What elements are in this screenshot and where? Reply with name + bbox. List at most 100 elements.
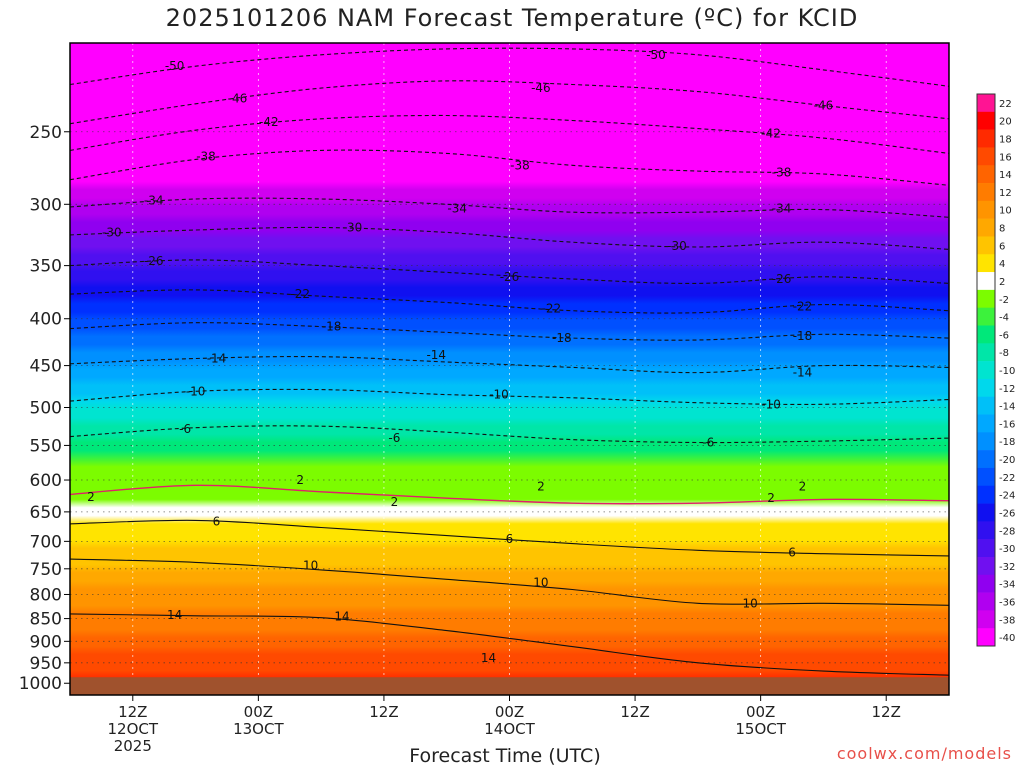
colorbar-label: -14 <box>999 402 1015 413</box>
colorbar-swatch <box>977 556 995 576</box>
colorbar-label: 22 <box>999 99 1012 110</box>
colorbar-label: -34 <box>999 580 1015 591</box>
contour-label: -46 <box>531 81 551 95</box>
colorbar-swatch <box>977 236 995 255</box>
colorbar-label: -32 <box>999 562 1015 573</box>
isotherm-6 <box>70 519 949 557</box>
credit-text: coolwx.com/models <box>836 744 1012 763</box>
colorbar-swatch <box>977 289 995 308</box>
colorbar-label: -16 <box>999 419 1015 430</box>
colorbar-swatch <box>977 361 995 380</box>
contour-label: -10 <box>489 388 509 402</box>
contour-label: 10 <box>303 559 318 573</box>
contour-label: -42 <box>259 115 279 129</box>
contour-label: -18 <box>793 329 813 343</box>
contour-label: -46 <box>814 98 834 112</box>
contour-label: -22 <box>290 287 310 301</box>
colorbar-swatch <box>977 592 995 611</box>
x-tick-label: 12Z <box>369 703 398 721</box>
colorbar-label: -10 <box>999 366 1015 377</box>
isotherm--38 <box>70 149 949 186</box>
isotherm--42 <box>70 114 949 154</box>
colorbar-swatch <box>977 343 995 362</box>
colorbar-label: -24 <box>999 491 1015 502</box>
contour-label: 2 <box>767 491 775 505</box>
colorbar-label: 6 <box>999 241 1005 252</box>
colorbar-label: 8 <box>999 224 1005 235</box>
colorbar-label: 4 <box>999 259 1005 270</box>
x-tick-label: 00Z <box>244 703 273 721</box>
contour-label: -38 <box>196 149 216 163</box>
contour-label: -34 <box>144 193 164 207</box>
x-axis-label: Forecast Time (UTC) <box>409 745 601 767</box>
colorbar-swatch <box>977 610 995 629</box>
contour-label: -14 <box>207 351 227 365</box>
y-tick-label: 600 <box>30 471 62 491</box>
contour-label: -50 <box>646 48 666 62</box>
colorbar-label: 12 <box>999 188 1012 199</box>
colorbar-label: -38 <box>999 615 1015 626</box>
contour-label: -22 <box>793 300 813 314</box>
colorbar-swatch <box>977 272 995 291</box>
colorbar-label: -4 <box>999 313 1009 324</box>
colorbar-swatch <box>977 111 995 130</box>
y-tick-label: 1000 <box>19 674 62 694</box>
colorbar-label: 20 <box>999 117 1012 128</box>
contour-label: 2 <box>391 495 399 509</box>
contour-label: 14 <box>481 651 496 665</box>
colorbar-label: 16 <box>999 152 1012 163</box>
contour-label: 2 <box>87 490 95 504</box>
colorbar-swatch <box>977 467 995 487</box>
contour-label: -34 <box>772 201 792 215</box>
x-tick-label: 15OCT <box>735 720 786 738</box>
colorbar-label: -12 <box>999 384 1015 395</box>
colorbar-swatch <box>977 396 995 415</box>
contour-label: 6 <box>213 515 221 529</box>
colorbar-swatch <box>977 503 995 522</box>
colorbar-label: -6 <box>999 330 1009 341</box>
colorbar-label: -18 <box>999 437 1015 448</box>
x-tick-label: 13OCT <box>233 720 284 738</box>
colorbar-swatch <box>977 574 995 593</box>
contour-label: 2 <box>799 480 807 494</box>
contour-label: -46 <box>228 92 248 106</box>
x-tick-label: 12OCT <box>108 720 159 738</box>
colorbar-swatch <box>977 485 995 504</box>
isotherm-2 <box>70 484 949 505</box>
colorbar-label: -22 <box>999 473 1015 484</box>
x-tick-label: 00Z <box>495 703 524 721</box>
contour-label: -42 <box>761 126 781 140</box>
isotherm--46 <box>70 80 949 125</box>
x-tick-label: 12Z <box>620 703 649 721</box>
y-tick-label: 400 <box>30 310 62 330</box>
surface-fill <box>70 677 949 695</box>
y-tick-label: 350 <box>30 257 62 277</box>
y-tick-label: 250 <box>30 123 62 143</box>
contour-label: -6 <box>702 436 714 450</box>
y-tick-label: 450 <box>30 357 62 377</box>
colorbar-label: 2 <box>999 277 1005 288</box>
contour-label: -26 <box>144 254 164 268</box>
colorbar-frame <box>976 93 996 647</box>
contour-label: -30 <box>102 225 122 239</box>
contour-label: 2 <box>537 480 545 494</box>
y-tick-label: 300 <box>30 195 62 215</box>
contour-label: -18 <box>322 320 342 334</box>
x-tick-label: 2025 <box>114 737 152 755</box>
y-tick-label: 850 <box>30 610 62 630</box>
contour-label: 10 <box>533 575 548 589</box>
contour-label: -6 <box>388 431 400 445</box>
colorbar-label: -28 <box>999 526 1015 537</box>
contour-label: -14 <box>793 366 813 380</box>
contour-label: 6 <box>788 546 796 560</box>
y-tick-label: 650 <box>30 503 62 523</box>
colorbar-label: -26 <box>999 508 1015 519</box>
contour-labels: -50 -50 -46 -46 -46 -42 -42 -38 -38 -38 -34 -34 -34 -… <box>87 48 833 665</box>
colorbar-swatch <box>977 218 995 237</box>
colorbar: 22 20 18 16 14 12 10 8 6 4 2 -2 -4 -6 -8 -10 -12 -14 -16 -1… <box>976 93 1015 647</box>
isotherm-14 <box>70 613 949 676</box>
colorbar-swatch <box>977 200 995 219</box>
x-tick-label: 12Z <box>118 703 147 721</box>
contour-label: -30 <box>667 239 687 253</box>
